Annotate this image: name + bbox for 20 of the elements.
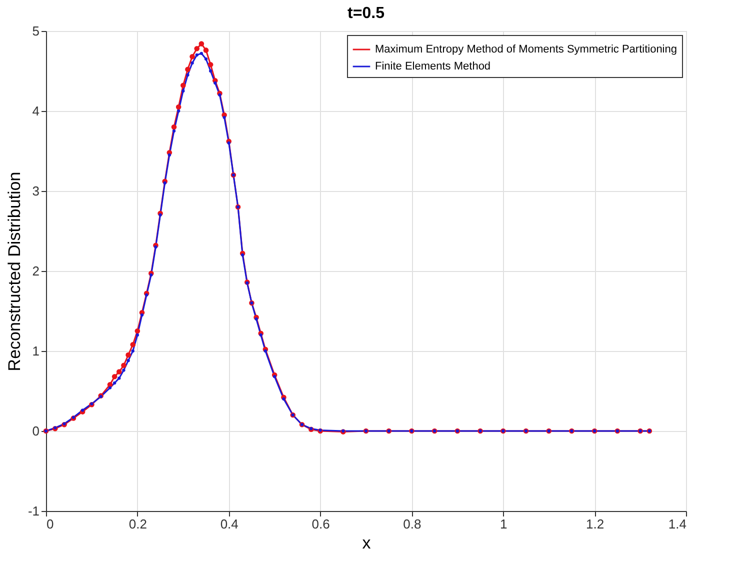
x-tick-label: 0.4: [220, 516, 238, 532]
x-axis-title: x: [362, 534, 372, 552]
y-axis-title: Reconstructed Distribution: [4, 172, 24, 372]
y-tick-label: 2: [32, 264, 40, 278]
x-tick-label: 1.4: [668, 516, 686, 532]
y-tick-label: 3: [32, 184, 40, 198]
y-tick-label: 4: [32, 104, 40, 118]
legend-label: Maximum Entropy Method of Moments Symmetric Partitioning: [375, 44, 677, 56]
y-tick-label: 5: [32, 24, 40, 38]
legend-label: Finite Elements Method: [375, 60, 491, 72]
x-tick-label: 0.2: [128, 516, 147, 532]
x-tick-label: 1.2: [586, 516, 604, 532]
x-tick-label: 1: [500, 516, 508, 532]
chart-title: t=0.5: [348, 5, 385, 22]
y-tick-label: -1: [28, 504, 40, 518]
x-tick-label: 0: [46, 516, 54, 532]
x-tick-label: 0.6: [312, 516, 330, 532]
y-tick-label: 1: [32, 344, 40, 358]
y-tick-label: 0: [32, 424, 40, 438]
x-tick-label: 0.8: [403, 516, 422, 532]
